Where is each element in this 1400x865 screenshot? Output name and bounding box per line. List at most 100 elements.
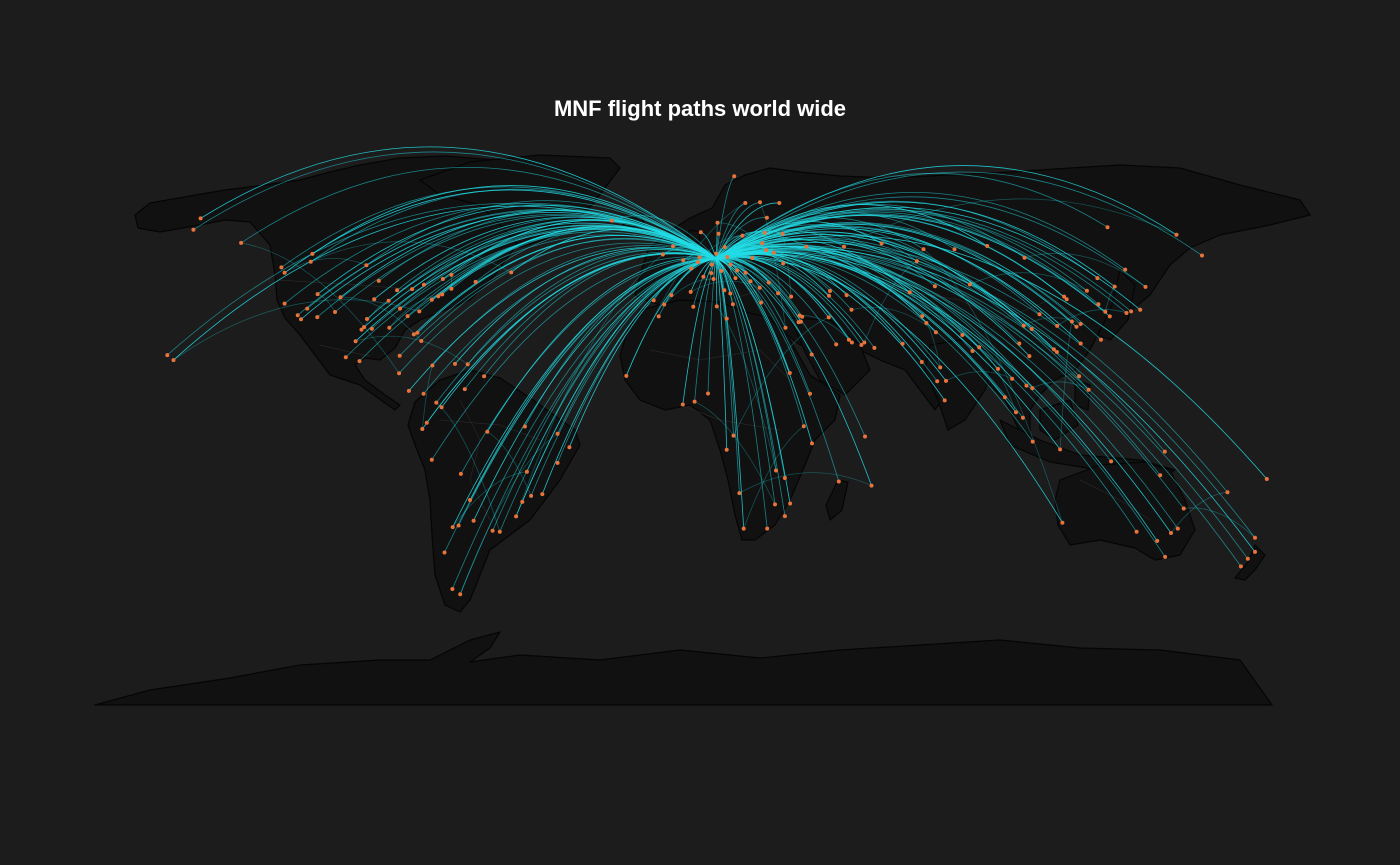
airport-marker — [429, 297, 434, 302]
airport-marker — [1200, 253, 1204, 258]
flight-route — [716, 228, 1081, 344]
airport-marker — [458, 592, 463, 597]
airport-marker — [719, 268, 724, 273]
airport-marker — [671, 244, 675, 249]
airport-marker — [808, 391, 812, 396]
flight-route — [715, 258, 786, 517]
airport-marker — [764, 215, 769, 220]
flight-route-regional — [173, 299, 420, 361]
airport-marker — [1017, 341, 1022, 346]
flight-route — [423, 249, 717, 395]
airport-marker — [365, 317, 369, 321]
flight-route — [716, 248, 1249, 560]
airport-marker — [421, 282, 426, 287]
airport-marker — [397, 371, 402, 376]
airport-marker — [932, 284, 937, 289]
airport-marker — [750, 256, 755, 260]
flight-route — [715, 202, 746, 259]
map-title: MNF flight paths world wide — [553, 96, 847, 121]
flight-route — [672, 243, 717, 259]
airport-marker — [440, 277, 445, 281]
flight-route-regional — [759, 202, 786, 328]
airport-markers — [165, 174, 1269, 597]
flight-route-regional — [452, 471, 527, 528]
airport-marker — [765, 526, 770, 531]
airport-marker — [1074, 324, 1079, 329]
airport-marker — [1162, 449, 1167, 454]
flight-route — [366, 200, 717, 266]
flight-route-regional — [923, 248, 1063, 523]
airport-marker — [730, 302, 735, 307]
airport-marker — [1105, 225, 1110, 230]
flight-route — [435, 251, 717, 403]
airport-marker — [935, 379, 940, 384]
flight-route — [193, 151, 717, 259]
flight-route-regional — [783, 262, 847, 296]
airport-marker — [305, 306, 310, 311]
airport-marker — [919, 360, 924, 364]
airport-marker — [924, 321, 929, 325]
airport-marker — [862, 340, 867, 345]
airport-marker — [372, 297, 377, 302]
airport-marker — [724, 447, 729, 452]
airport-marker — [1095, 276, 1100, 281]
airport-marker — [846, 337, 851, 342]
flight-route — [716, 258, 811, 394]
airport-marker — [828, 289, 832, 293]
airport-marker — [689, 266, 694, 271]
airport-marker — [781, 261, 786, 266]
flight-route-regional — [799, 315, 853, 343]
airport-marker — [844, 293, 849, 298]
airport-marker — [789, 294, 794, 299]
airport-marker — [1051, 347, 1056, 352]
airport-marker — [1099, 337, 1103, 342]
flight-route-regional — [1170, 491, 1228, 534]
flight-route — [715, 201, 1115, 287]
airport-marker — [731, 433, 736, 438]
flight-route — [284, 203, 717, 304]
airport-marker — [353, 339, 358, 344]
flight-route — [715, 229, 845, 259]
flight-route-regional — [851, 306, 937, 333]
airport-marker — [410, 287, 415, 292]
flight-route — [431, 256, 717, 461]
airport-marker — [662, 302, 667, 307]
airport-marker — [482, 374, 487, 379]
airport-marker — [724, 316, 729, 321]
flight-route — [200, 146, 717, 259]
flight-route — [716, 235, 1268, 480]
flight-route-regional — [863, 260, 918, 343]
airport-marker — [842, 244, 846, 249]
airport-marker — [692, 399, 697, 404]
airport-marker — [743, 270, 748, 275]
flight-route-regional — [1056, 309, 1127, 327]
flight-route — [716, 258, 866, 437]
airport-marker — [780, 231, 785, 236]
airport-marker — [1175, 526, 1180, 531]
flight-route — [458, 258, 717, 526]
airport-marker — [440, 292, 445, 297]
airport-marker — [359, 327, 364, 332]
flight-route — [173, 205, 717, 361]
airport-marker — [338, 295, 343, 300]
borneo — [1039, 399, 1079, 441]
airport-marker — [907, 290, 912, 295]
flight-route — [467, 249, 717, 365]
airport-marker — [748, 279, 753, 284]
airport-marker — [826, 315, 831, 320]
flight-route-regional — [1024, 252, 1146, 288]
flight-route — [716, 214, 1111, 317]
flight-route — [378, 209, 717, 282]
airport-marker — [417, 309, 422, 314]
flight-route-regional — [926, 322, 941, 368]
airport-marker — [849, 340, 854, 345]
arabia — [789, 317, 871, 396]
airport-marker — [697, 255, 702, 260]
flight-route-regional — [1183, 507, 1256, 539]
airport-marker — [760, 241, 765, 246]
airport-marker — [1123, 267, 1128, 272]
airport-marker — [1143, 284, 1148, 289]
airport-marker — [827, 293, 831, 298]
airport-marker — [609, 218, 614, 223]
airport-marker — [1060, 520, 1065, 525]
